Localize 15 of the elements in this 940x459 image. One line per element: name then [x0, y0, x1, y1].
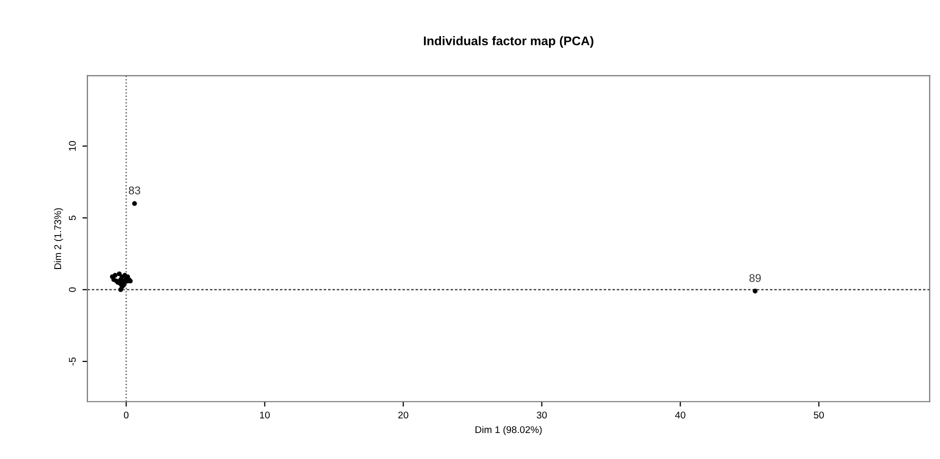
x-tick-label: 30: [536, 412, 547, 418]
y-tick-label: 0: [68, 287, 76, 292]
x-tick-label: 0: [124, 412, 129, 418]
chart-title: Individuals factor map (PCA): [424, 36, 594, 48]
x-tick-label: 10: [260, 412, 270, 418]
y-tick-label: 5: [68, 216, 76, 220]
x-axis-title: Dim 1 (98.02%): [476, 426, 542, 436]
x-tick-label: 40: [675, 412, 686, 418]
x-tick-label: 50: [814, 412, 824, 418]
y-tick-label: -5: [68, 358, 76, 366]
annotation: 89: [749, 274, 761, 282]
y-tick-label: 10: [68, 141, 76, 151]
y-axis-title: Dim 2 (1.73%): [54, 208, 64, 269]
annotation: 83: [128, 186, 140, 194]
x-tick-label: 20: [398, 412, 408, 418]
